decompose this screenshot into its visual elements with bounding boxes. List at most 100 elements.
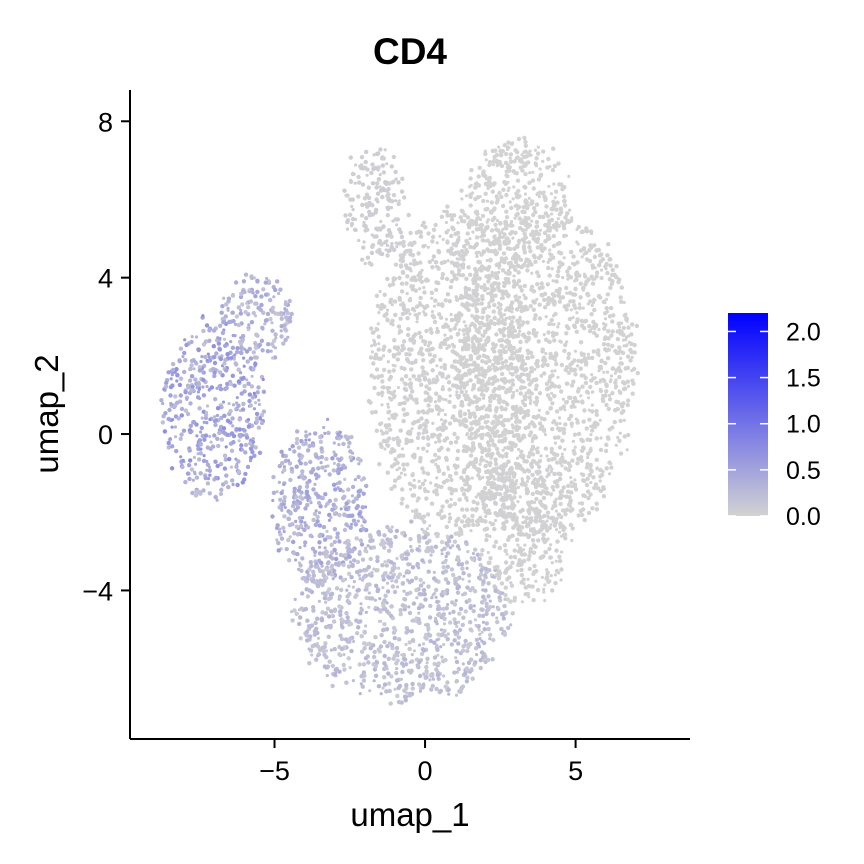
cell-point bbox=[493, 222, 498, 227]
cell-point bbox=[491, 389, 496, 394]
cell-point bbox=[435, 622, 439, 626]
cell-point bbox=[550, 297, 555, 301]
cell-point bbox=[194, 475, 200, 480]
cell-point bbox=[504, 236, 510, 241]
cell-point bbox=[511, 424, 515, 428]
cell-point bbox=[444, 606, 449, 611]
cell-point bbox=[215, 436, 220, 441]
cell-point bbox=[466, 397, 472, 402]
cell-point bbox=[195, 490, 201, 495]
cell-point bbox=[458, 689, 463, 694]
cell-point bbox=[414, 508, 419, 513]
cell-point bbox=[324, 575, 329, 581]
cell-point bbox=[579, 501, 585, 506]
cell-point bbox=[502, 632, 508, 637]
cell-point bbox=[532, 424, 537, 429]
cell-point bbox=[337, 604, 342, 609]
cell-point bbox=[440, 655, 444, 659]
cell-point bbox=[391, 656, 396, 661]
cell-point bbox=[313, 553, 317, 558]
cell-point bbox=[478, 195, 482, 199]
cell-point bbox=[411, 284, 416, 288]
cell-point bbox=[364, 642, 369, 647]
cell-point bbox=[495, 619, 500, 625]
cell-point bbox=[523, 362, 528, 366]
cell-point bbox=[502, 418, 507, 423]
cell-point bbox=[337, 512, 342, 518]
cell-point bbox=[273, 311, 278, 316]
cell-point bbox=[594, 408, 599, 414]
cell-point bbox=[380, 431, 386, 436]
cell-point bbox=[542, 333, 546, 337]
cell-point bbox=[377, 462, 382, 467]
cell-point bbox=[325, 561, 331, 566]
cell-point bbox=[402, 400, 407, 406]
cell-point bbox=[329, 515, 333, 520]
cell-point bbox=[297, 459, 301, 463]
cell-point bbox=[397, 443, 401, 448]
cell-point bbox=[593, 277, 597, 281]
cell-point bbox=[473, 646, 479, 651]
cell-point bbox=[494, 332, 499, 337]
cell-point bbox=[463, 638, 468, 644]
cell-point bbox=[197, 368, 203, 373]
cell-point bbox=[412, 262, 417, 267]
cell-point bbox=[475, 254, 479, 259]
cell-point bbox=[454, 656, 458, 660]
cell-point bbox=[345, 594, 350, 599]
cell-point bbox=[461, 644, 466, 649]
cell-point bbox=[395, 575, 401, 580]
cell-point bbox=[376, 334, 381, 339]
cell-point bbox=[407, 646, 412, 652]
cell-point bbox=[236, 469, 242, 474]
cell-point bbox=[432, 570, 436, 575]
cell-point bbox=[208, 434, 212, 438]
cell-point bbox=[494, 262, 499, 268]
cell-point bbox=[389, 560, 394, 565]
cell-point bbox=[335, 531, 340, 536]
cell-point bbox=[402, 574, 406, 578]
cell-point bbox=[466, 476, 471, 482]
cell-point bbox=[320, 465, 325, 470]
cell-point bbox=[431, 258, 435, 262]
cell-point bbox=[568, 413, 574, 419]
cell-point bbox=[279, 536, 285, 541]
cell-point bbox=[164, 380, 169, 386]
cell-point bbox=[400, 581, 405, 586]
cell-point bbox=[322, 644, 327, 650]
cell-point bbox=[375, 303, 381, 309]
cell-point bbox=[291, 539, 296, 545]
cell-point bbox=[381, 628, 386, 633]
cell-point bbox=[342, 653, 346, 657]
cell-point bbox=[198, 451, 203, 456]
cell-point bbox=[230, 416, 235, 421]
cell-point bbox=[261, 377, 265, 382]
cell-point bbox=[392, 635, 397, 641]
cell-point bbox=[279, 329, 283, 333]
cell-point bbox=[495, 378, 500, 383]
cell-point bbox=[380, 390, 385, 395]
cell-point bbox=[513, 148, 518, 153]
cell-point bbox=[551, 199, 556, 204]
cell-point bbox=[279, 490, 284, 496]
cell-point bbox=[473, 660, 478, 665]
cell-point bbox=[344, 506, 349, 512]
cell-point bbox=[439, 365, 443, 369]
cell-point bbox=[461, 577, 465, 581]
cell-point bbox=[470, 676, 475, 681]
cell-point bbox=[400, 496, 405, 502]
cell-point bbox=[527, 422, 532, 426]
cell-point bbox=[212, 373, 217, 379]
cell-point bbox=[561, 276, 565, 280]
cell-point bbox=[478, 462, 482, 466]
cell-point bbox=[571, 299, 576, 304]
cell-point bbox=[553, 393, 557, 398]
cell-point bbox=[416, 496, 421, 501]
cell-point bbox=[458, 215, 463, 220]
cell-point bbox=[359, 602, 363, 606]
cell-point bbox=[420, 365, 425, 370]
cell-point bbox=[335, 535, 340, 540]
cell-point bbox=[341, 662, 346, 668]
cell-point bbox=[390, 303, 394, 307]
cell-point bbox=[456, 384, 460, 388]
